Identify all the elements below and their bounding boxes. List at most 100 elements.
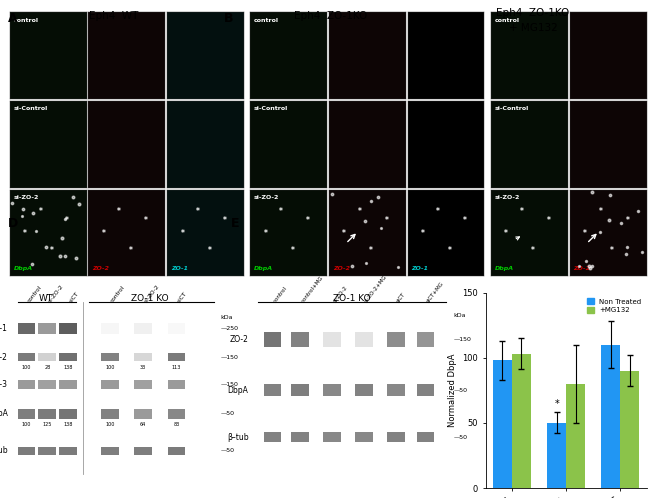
Text: *: * (436, 207, 440, 216)
Text: *: * (343, 229, 346, 238)
Point (605, 191, 616, 199)
Text: kDa: kDa (454, 313, 466, 318)
Bar (387, 384, 404, 396)
Text: si-ZO-2: si-ZO-2 (254, 195, 280, 200)
Bar (323, 384, 341, 396)
Text: Eph4  ZO-1KO: Eph4 ZO-1KO (294, 11, 367, 21)
Point (621, 250, 631, 258)
Text: —50: —50 (454, 388, 467, 393)
Bar (387, 432, 404, 442)
Text: *: * (129, 246, 133, 255)
Text: *: * (102, 229, 106, 238)
Bar (59, 353, 77, 362)
Legend: Non Treated, +MG132: Non Treated, +MG132 (584, 296, 644, 315)
Bar (168, 323, 185, 334)
Text: *: * (599, 207, 603, 216)
Bar (38, 447, 56, 455)
Bar (291, 384, 309, 396)
Text: *: * (223, 216, 227, 225)
Text: DbpA: DbpA (495, 266, 514, 271)
Bar (263, 432, 281, 442)
Text: control: control (14, 17, 38, 22)
Text: siCT+MG: siCT+MG (426, 280, 445, 303)
Text: *: * (448, 246, 452, 255)
Text: 28: 28 (44, 365, 51, 370)
Point (373, 193, 384, 201)
Text: 100: 100 (21, 422, 31, 427)
Text: 64: 64 (140, 422, 146, 427)
Point (28, 209, 38, 217)
Point (41, 243, 51, 251)
Text: siCT: siCT (177, 290, 188, 303)
Point (360, 217, 370, 225)
Text: 138: 138 (64, 422, 73, 427)
Text: *: * (117, 207, 121, 216)
Text: —250: —250 (220, 326, 239, 331)
Text: kDa: kDa (220, 315, 233, 320)
Bar (512, 354, 531, 488)
Text: β–tub: β–tub (227, 433, 248, 442)
Text: *: * (279, 207, 283, 216)
Text: *: * (610, 246, 614, 255)
Bar (291, 332, 309, 347)
Bar (38, 323, 56, 334)
Text: 100: 100 (21, 365, 31, 370)
Bar (135, 380, 152, 389)
Point (616, 219, 627, 227)
Text: B: B (224, 12, 234, 25)
Text: *: * (519, 207, 523, 216)
Text: ZO-2: ZO-2 (229, 335, 248, 344)
Point (57, 234, 67, 242)
Text: WT: WT (39, 294, 53, 303)
Text: si-Control: si-Control (495, 107, 528, 112)
Bar (601, 345, 621, 488)
Bar (493, 360, 512, 488)
Text: —150: —150 (454, 337, 471, 342)
Bar (621, 371, 640, 488)
Text: control: control (27, 284, 43, 303)
Point (375, 224, 385, 232)
Point (326, 190, 337, 198)
Bar (387, 332, 404, 347)
Bar (417, 432, 434, 442)
Text: Eph4  ZO-1KO: Eph4 ZO-1KO (497, 8, 569, 18)
Text: *: * (207, 246, 211, 255)
Text: *: * (547, 216, 551, 225)
Bar (101, 447, 119, 455)
Bar (168, 447, 185, 455)
Bar (417, 332, 434, 347)
Point (586, 188, 597, 196)
Bar (101, 380, 119, 389)
Bar (168, 380, 185, 389)
Text: 125: 125 (43, 422, 52, 427)
Text: si-ZO-2: si-ZO-2 (495, 195, 520, 200)
Text: *: * (385, 216, 389, 225)
Bar (291, 432, 309, 442)
Bar (101, 353, 119, 362)
Bar (38, 353, 56, 362)
Text: β–tub: β–tub (0, 446, 8, 455)
Bar (38, 380, 56, 389)
Text: 100: 100 (105, 422, 114, 427)
Text: *: * (531, 246, 535, 255)
Text: si-ZO-2+MG: si-ZO-2+MG (364, 274, 389, 303)
Text: *: * (625, 216, 629, 225)
Text: ZO-1: ZO-1 (411, 266, 428, 271)
Text: *: * (583, 229, 587, 238)
Text: D: D (8, 217, 18, 230)
Text: ZO-3: ZO-3 (0, 380, 8, 389)
Bar (59, 409, 77, 419)
Text: *: * (306, 216, 309, 225)
Text: *: * (421, 229, 425, 238)
Point (68, 193, 79, 201)
Text: si-Control: si-Control (254, 107, 289, 112)
Point (74, 200, 85, 208)
Point (573, 262, 584, 270)
Point (59, 252, 70, 260)
Point (595, 228, 606, 236)
Text: 138: 138 (64, 365, 73, 370)
Text: + MG132: + MG132 (508, 23, 558, 33)
Text: E: E (231, 217, 239, 230)
Text: control: control (495, 17, 519, 22)
Point (585, 264, 595, 272)
